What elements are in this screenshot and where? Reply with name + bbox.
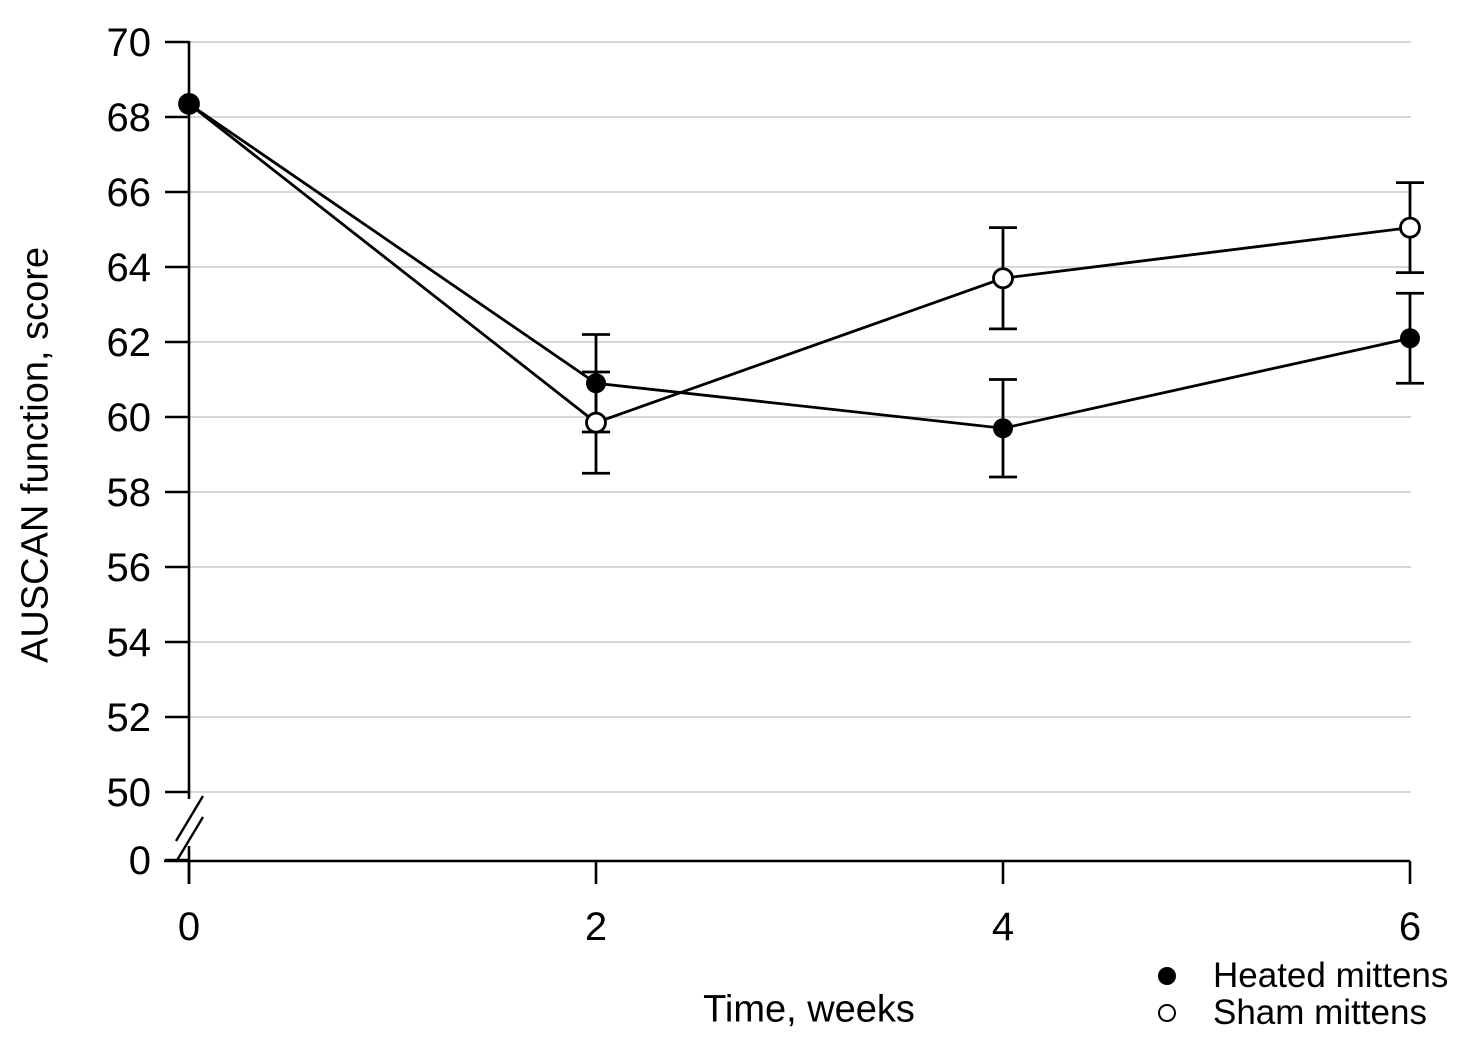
data-point-filled-circle xyxy=(993,418,1013,439)
data-point-open-circle xyxy=(1399,216,1421,239)
axis-break-icon xyxy=(174,795,205,842)
open-circle-icon xyxy=(1158,1003,1176,1022)
y-tick-label: 62 xyxy=(107,321,152,365)
filled-circle-icon xyxy=(1158,966,1176,985)
y-tick-label: 50 xyxy=(107,771,152,815)
y-tick-label: 70 xyxy=(107,21,152,65)
y-tick-label: 54 xyxy=(107,621,152,665)
y-tick-label: 58 xyxy=(107,471,152,515)
x-axis-title: Time, weeks xyxy=(703,988,915,1031)
data-point-filled-circle xyxy=(586,373,606,394)
data-point-filled-circle xyxy=(179,93,199,114)
y-tick-label: 52 xyxy=(107,696,152,740)
data-point-open-circle xyxy=(585,411,607,434)
axis-break-icon xyxy=(174,816,205,863)
legend-label-sham: Sham mittens xyxy=(1213,993,1427,1032)
x-tick-label: 4 xyxy=(992,905,1014,949)
y-tick-label: 66 xyxy=(107,171,152,215)
y-axis-title: AUSCAN function, score xyxy=(14,246,57,664)
y-tick-label: 56 xyxy=(107,546,152,590)
legend-label-heated: Heated mittens xyxy=(1213,956,1449,995)
y-tick-label: 68 xyxy=(107,96,152,140)
data-point-open-circle xyxy=(992,267,1014,290)
series-line-heated-mittens xyxy=(188,102,1411,430)
x-tick-label: 6 xyxy=(1399,905,1421,949)
data-point-filled-circle xyxy=(1400,328,1420,349)
x-tick-label: 0 xyxy=(178,905,200,949)
x-tick-label: 2 xyxy=(585,905,607,949)
series-line-sham-mittens xyxy=(188,102,1411,425)
y-tick-label: 60 xyxy=(107,396,152,440)
legend: Heated mittens Sham mittens xyxy=(1153,957,1448,1031)
legend-item-sham-mittens: Sham mittens xyxy=(1153,994,1448,1031)
y-tick-label: 0 xyxy=(129,839,151,883)
legend-item-heated-mittens: Heated mittens xyxy=(1153,957,1448,994)
y-tick-label: 64 xyxy=(107,246,152,290)
